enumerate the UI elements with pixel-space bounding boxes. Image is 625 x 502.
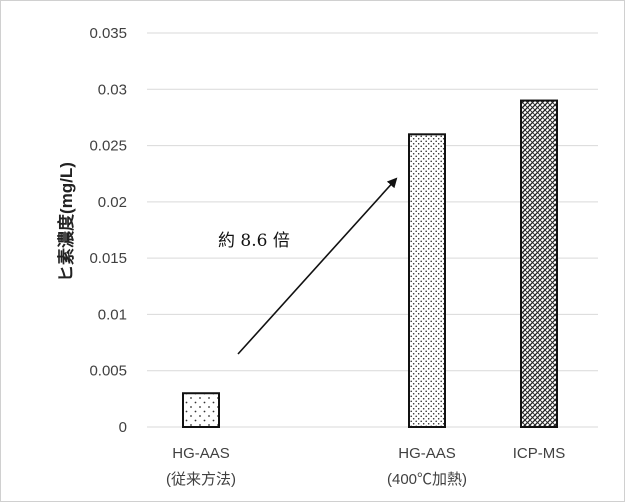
category-sublabel: (400℃加熱) xyxy=(387,471,467,488)
y-tick-label: 0.02 xyxy=(98,194,127,211)
annotation-arrow xyxy=(237,177,398,355)
y-axis-label: ヒ素濃度(mg/L) xyxy=(56,162,76,282)
bar-1 xyxy=(182,392,220,429)
y-tick-label: 0.035 xyxy=(89,25,127,42)
category-label: HG-AAS xyxy=(172,445,230,462)
y-tick-label: 0.015 xyxy=(89,250,127,267)
y-tick-label: 0 xyxy=(119,419,127,436)
category-label: HG-AAS xyxy=(398,445,456,462)
category-sublabel: (従来方法) xyxy=(166,471,236,488)
y-tick-label: 0.03 xyxy=(98,81,127,98)
bar-3 xyxy=(520,99,558,429)
category-label: ICP-MS xyxy=(513,445,566,462)
bar-2 xyxy=(408,133,446,428)
annotation-label: 約 8.6 倍 xyxy=(218,231,290,251)
y-tick-label: 0.005 xyxy=(89,363,127,380)
y-tick-label: 0.025 xyxy=(89,138,127,155)
y-tick-label: 0.01 xyxy=(98,306,127,323)
